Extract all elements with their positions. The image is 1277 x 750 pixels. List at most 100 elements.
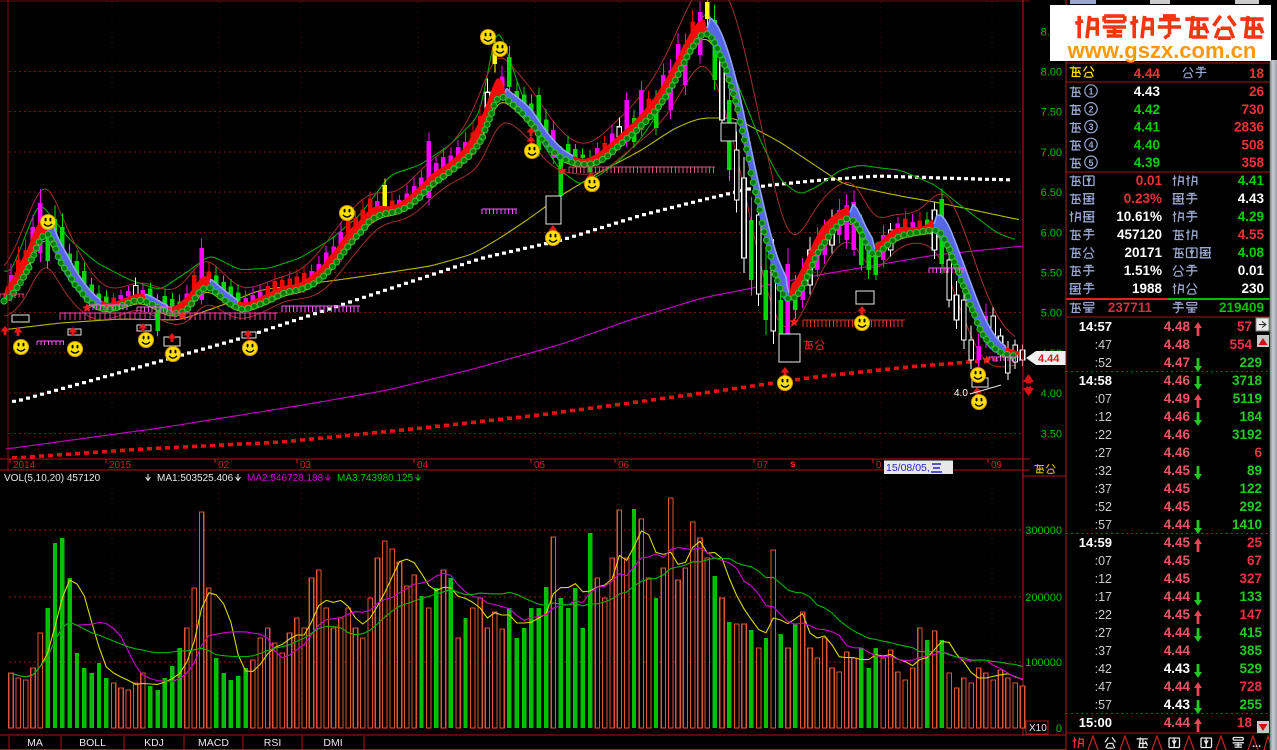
- svg-text:728: 728: [1239, 679, 1262, 694]
- svg-text:237711: 237711: [1108, 300, 1153, 315]
- svg-text:327: 327: [1239, 571, 1262, 586]
- svg-text:4.44: 4.44: [1164, 715, 1191, 730]
- svg-text:6: 6: [1254, 445, 1262, 460]
- svg-text:VOL(5,10,20) 457120: VOL(5,10,20) 457120: [4, 473, 101, 484]
- svg-text:3192: 3192: [1232, 427, 1262, 442]
- svg-text:18: 18: [1249, 66, 1265, 81]
- svg-text:07: 07: [757, 460, 769, 471]
- svg-text:14:58: 14:58: [1079, 373, 1112, 388]
- svg-text:4.46: 4.46: [1164, 427, 1191, 442]
- svg-text:3718: 3718: [1232, 373, 1263, 388]
- svg-text:200000: 200000: [1025, 592, 1062, 604]
- svg-text:219409: 219409: [1219, 300, 1264, 315]
- svg-text:03: 03: [300, 460, 312, 471]
- svg-text::12: :12: [1095, 410, 1112, 424]
- svg-text:4.08: 4.08: [1238, 245, 1265, 260]
- svg-text:4.48: 4.48: [1164, 319, 1191, 334]
- svg-text:15/08/05,: 15/08/05,: [886, 462, 930, 474]
- svg-text:4.39: 4.39: [1134, 155, 1160, 170]
- svg-text:4.41: 4.41: [1238, 173, 1265, 188]
- svg-text:4.45: 4.45: [1164, 535, 1191, 550]
- svg-text:4.00: 4.00: [1041, 388, 1062, 400]
- svg-text:4.43: 4.43: [1164, 697, 1191, 712]
- svg-text::57: :57: [1095, 698, 1112, 712]
- svg-text:508: 508: [1241, 137, 1264, 152]
- svg-text:255: 255: [1239, 697, 1262, 712]
- svg-text:26: 26: [1249, 84, 1265, 99]
- svg-text:184: 184: [1239, 409, 1262, 424]
- svg-text::27: :27: [1095, 626, 1112, 640]
- svg-text:230: 230: [1241, 281, 1264, 296]
- svg-text:554: 554: [1229, 337, 1252, 352]
- svg-text:DMI: DMI: [323, 737, 342, 749]
- svg-text:1: 1: [1088, 87, 1093, 97]
- svg-text:06: 06: [618, 460, 630, 471]
- svg-text:1.51%: 1.51%: [1124, 263, 1162, 278]
- svg-text:122: 122: [1239, 481, 1262, 496]
- svg-text:4.49: 4.49: [1164, 391, 1190, 406]
- svg-text:s: s: [790, 459, 796, 470]
- svg-text:18: 18: [1237, 715, 1253, 730]
- svg-text:RSI: RSI: [264, 737, 282, 749]
- svg-text:4.45: 4.45: [1164, 607, 1191, 622]
- svg-text::42: :42: [1095, 662, 1112, 676]
- svg-text:4.44: 4.44: [1164, 625, 1191, 640]
- svg-text:20171: 20171: [1124, 245, 1162, 260]
- svg-text:4.46: 4.46: [1164, 409, 1191, 424]
- svg-text:4.45: 4.45: [1164, 499, 1191, 514]
- svg-text:229: 229: [1239, 355, 1262, 370]
- svg-text:4.45: 4.45: [1164, 571, 1191, 586]
- svg-text:X10: X10: [1029, 723, 1047, 734]
- svg-text:MA1:503525.406: MA1:503525.406: [157, 473, 234, 484]
- svg-text::57: :57: [1095, 518, 1112, 532]
- svg-text:1988: 1988: [1132, 281, 1163, 296]
- svg-text::07: :07: [1095, 392, 1112, 406]
- svg-text:4.29: 4.29: [1238, 209, 1264, 224]
- svg-text:529: 529: [1239, 661, 1262, 676]
- svg-text:5: 5: [1088, 158, 1093, 168]
- svg-text::37: :37: [1095, 644, 1112, 658]
- svg-text:6.50: 6.50: [1041, 187, 1062, 199]
- svg-text::07: :07: [1095, 554, 1112, 568]
- svg-text:BOLL: BOLL: [79, 737, 106, 749]
- svg-text:3.50: 3.50: [1041, 428, 1062, 440]
- svg-text:4.46: 4.46: [1164, 445, 1191, 460]
- svg-text:4.43: 4.43: [1238, 191, 1265, 206]
- svg-text::32: :32: [1095, 464, 1112, 478]
- svg-text:730: 730: [1241, 102, 1264, 117]
- svg-text:4.43: 4.43: [1134, 84, 1161, 99]
- svg-text:7.00: 7.00: [1041, 147, 1062, 159]
- svg-text:2014: 2014: [13, 460, 36, 471]
- svg-text::27: :27: [1095, 446, 1112, 460]
- svg-text:15:00: 15:00: [1079, 715, 1112, 730]
- svg-text:385: 385: [1239, 643, 1262, 658]
- svg-text:0: 0: [876, 460, 882, 471]
- svg-text:0.01: 0.01: [1136, 173, 1163, 188]
- svg-text:300000: 300000: [1025, 525, 1062, 537]
- svg-text:4.0: 4.0: [954, 388, 968, 399]
- svg-text:57: 57: [1237, 319, 1252, 334]
- svg-text:5.50: 5.50: [1041, 268, 1062, 280]
- svg-text:133: 133: [1239, 589, 1262, 604]
- svg-text:4.45: 4.45: [1164, 463, 1191, 478]
- svg-text:4.48: 4.48: [1164, 337, 1191, 352]
- svg-text:1410: 1410: [1232, 517, 1262, 532]
- svg-text:4.41: 4.41: [1134, 120, 1161, 135]
- svg-text:8.00: 8.00: [1041, 67, 1062, 79]
- svg-text:147: 147: [1239, 607, 1262, 622]
- svg-text:MA: MA: [27, 737, 43, 749]
- svg-text:02: 02: [218, 460, 230, 471]
- svg-text:457120: 457120: [1117, 227, 1162, 242]
- svg-text:25: 25: [1247, 535, 1263, 550]
- svg-text:4.44: 4.44: [1164, 589, 1191, 604]
- svg-text:MA2:546728.188: MA2:546728.188: [247, 473, 324, 484]
- svg-text::52: :52: [1095, 500, 1112, 514]
- svg-text:4: 4: [1088, 140, 1093, 150]
- svg-text::12: :12: [1095, 572, 1112, 586]
- svg-text:7.50: 7.50: [1041, 107, 1062, 119]
- svg-text:358: 358: [1241, 155, 1264, 170]
- svg-text:4.40: 4.40: [1134, 137, 1160, 152]
- svg-text:04: 04: [417, 460, 429, 471]
- svg-text::22: :22: [1095, 608, 1112, 622]
- svg-text:10.61%: 10.61%: [1116, 209, 1162, 224]
